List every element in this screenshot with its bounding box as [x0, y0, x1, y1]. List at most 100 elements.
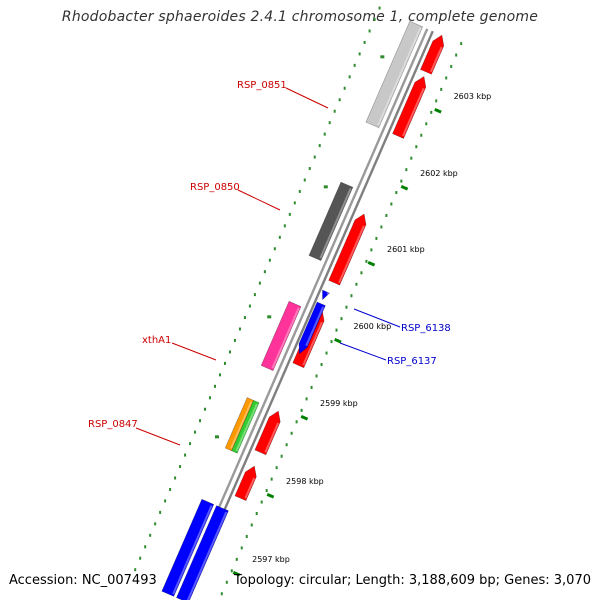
gc-dot [285, 443, 288, 447]
gc-dot [370, 248, 373, 252]
gc-dot [189, 442, 192, 446]
gc-dot [218, 373, 221, 377]
gc-dot [310, 385, 313, 389]
gc-dot [253, 293, 256, 297]
gc-dot [460, 42, 463, 46]
gc-dot [315, 374, 318, 378]
gene-features [161, 20, 445, 600]
gc-dot [415, 145, 418, 149]
feature-pink [260, 300, 302, 372]
gc-dot [233, 338, 236, 342]
gc-dot [144, 545, 147, 549]
gc-dot [455, 53, 458, 57]
gc-dot [258, 281, 261, 285]
gc-dot [298, 189, 301, 193]
gc-dot [295, 420, 298, 424]
scale-tick [232, 570, 241, 577]
gc-dot [149, 533, 152, 537]
gc-dot [365, 259, 368, 263]
scale-tick-label: 2602 kbp [420, 169, 458, 178]
cds-blue [321, 289, 331, 301]
gc-dot [363, 40, 366, 44]
gc-dot [360, 271, 363, 275]
gc-dot [179, 465, 182, 469]
gc-dot [353, 63, 356, 67]
gene-label-leader [339, 342, 387, 361]
gene-label: RSP_6138 [401, 323, 451, 334]
cds-blue-highlight [186, 511, 228, 600]
gc-dot [275, 466, 278, 470]
gc-dot [260, 500, 263, 504]
scale-ticks: 2603 kbp 2602 kbp 2601 kbp 2600 kbp 2599 kbp… [232, 92, 492, 577]
topology-text: Topology: circular; Length: 3,188,609 bp… [233, 573, 591, 588]
scale-tick [266, 492, 275, 499]
backbone-line [178, 28, 429, 600]
gene-label: RSP_0847 [88, 419, 138, 430]
gc-dot [338, 98, 341, 102]
gc-dot [358, 52, 361, 56]
feature-pink-highlight [271, 307, 300, 369]
gene-label-leader [353, 308, 401, 328]
gc-dot [199, 419, 202, 423]
gene-label-leader [135, 427, 181, 446]
gc-dot [395, 191, 398, 195]
gc-dot [280, 454, 283, 458]
feature-dark-gray [308, 181, 354, 262]
gene-label-leader [171, 342, 217, 361]
scale-tick [300, 414, 309, 421]
gc-dot [420, 133, 423, 137]
gc-dot [255, 512, 258, 516]
gc-dot [340, 317, 343, 321]
cds-red [392, 75, 427, 139]
gene-label: xthA1 [142, 335, 171, 346]
gc-dot [320, 363, 323, 367]
gc-dot [325, 351, 328, 355]
gc-dot [410, 156, 413, 160]
cds-blue-highlight [326, 291, 330, 295]
backbone-track [178, 28, 434, 600]
feature-light-gray-highlight [377, 27, 422, 126]
gc-dot [169, 487, 172, 491]
gc-tick [380, 55, 385, 59]
gc-tick [323, 185, 328, 189]
gc-dot [263, 270, 266, 274]
cds-red [234, 465, 257, 502]
gc-dot [313, 155, 316, 159]
scale-tick-label: 2599 kbp [320, 399, 358, 408]
scale-tick-label: 2600 kbp [353, 322, 391, 331]
gc-dot [250, 523, 253, 527]
accession-text: Accession: NC_007493 [9, 573, 157, 588]
gc-dot [350, 294, 353, 298]
gc-dot [213, 384, 216, 388]
cds-red-highlight [264, 422, 280, 453]
gc-dot [243, 316, 246, 320]
map-title: Rhodobacter sphaeroides 2.4.1 chromosome… [61, 9, 539, 25]
gc-dot [184, 453, 187, 457]
gc-dot [348, 75, 351, 79]
cds-red [328, 213, 367, 286]
gc-dot [323, 132, 326, 136]
gc-dot [204, 407, 207, 411]
gene-label: RSP_6137 [387, 356, 437, 367]
scale-tick [367, 260, 376, 267]
gc-dot [450, 64, 453, 68]
gene-label: RSP_0850 [190, 182, 240, 193]
feature-green [231, 399, 260, 454]
gene-label-leader [237, 189, 281, 211]
gc-dot [430, 110, 433, 114]
gc-dot [405, 168, 408, 172]
gc-dot [435, 99, 438, 103]
gc-dot [283, 224, 286, 228]
cds-blue [176, 505, 229, 600]
backbone-line [183, 30, 434, 600]
gc-dot [174, 476, 177, 480]
gc-dot [373, 18, 376, 22]
scale-tick-label: 2597 kbp [252, 555, 290, 564]
cds-red [254, 410, 281, 456]
scale-tick-label: 2603 kbp [454, 92, 492, 101]
gc-dot-tracks [134, 6, 463, 596]
gc-dot [225, 580, 228, 584]
gc-dot [440, 87, 443, 91]
gc-dot [385, 213, 388, 217]
